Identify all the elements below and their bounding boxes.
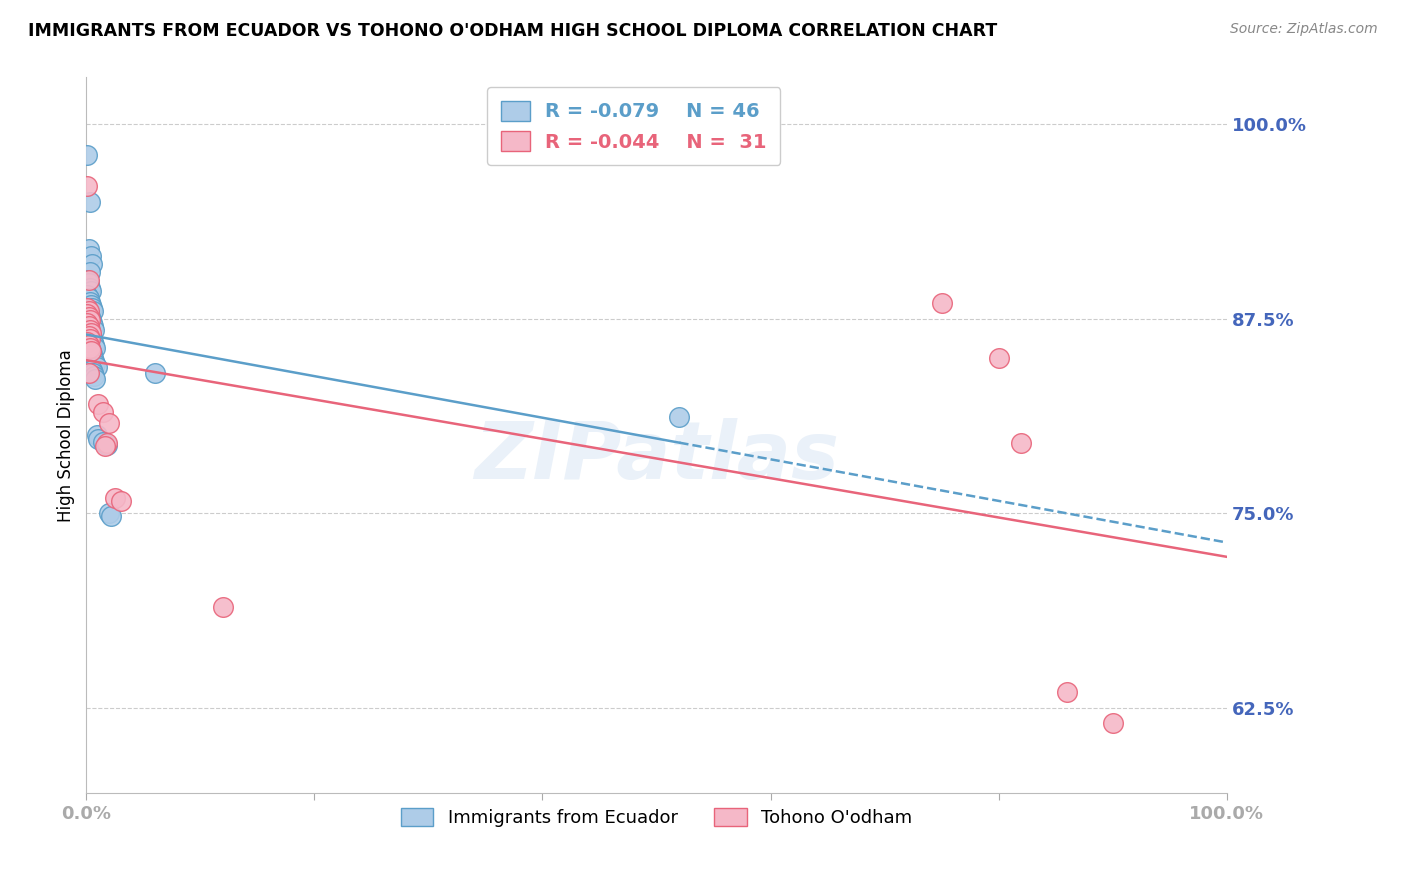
Point	[79, 341, 101, 355]
Point	[86, 432, 108, 446]
Point	[100, 509, 122, 524]
Text: Source: ZipAtlas.com: Source: ZipAtlas.com	[1230, 22, 1378, 37]
Point	[83, 353, 105, 368]
Point	[77, 276, 100, 290]
Point	[76, 148, 98, 162]
Point	[82, 334, 104, 349]
Point	[80, 257, 103, 271]
Point	[93, 434, 115, 449]
Point	[80, 347, 103, 361]
Point	[98, 506, 121, 520]
Point	[77, 273, 100, 287]
Point	[79, 194, 101, 209]
Point	[79, 310, 101, 325]
Point	[80, 326, 103, 340]
Point	[82, 351, 104, 365]
Point	[76, 334, 98, 349]
Point	[1056, 685, 1078, 699]
Point	[93, 439, 115, 453]
Point	[77, 366, 100, 380]
Text: ZIPatlas: ZIPatlas	[474, 417, 839, 496]
Point	[86, 397, 108, 411]
Point	[80, 328, 103, 343]
Point	[82, 319, 104, 334]
Point	[80, 284, 103, 298]
Point	[86, 359, 108, 374]
Point	[93, 405, 115, 419]
Point	[83, 369, 105, 384]
Point	[79, 294, 101, 309]
Point	[77, 304, 100, 318]
Point	[83, 322, 105, 336]
Point	[82, 366, 104, 380]
Point	[80, 344, 103, 359]
Point	[79, 326, 101, 340]
Point	[1101, 716, 1123, 731]
Point	[104, 491, 127, 505]
Point	[931, 296, 953, 310]
Point	[76, 179, 98, 194]
Point	[82, 304, 104, 318]
Point	[79, 332, 101, 346]
Point	[110, 493, 132, 508]
Point	[79, 280, 101, 294]
Point	[96, 436, 118, 450]
Point	[80, 316, 103, 330]
Point	[1011, 436, 1033, 450]
Point	[83, 338, 105, 352]
Point	[212, 599, 235, 614]
Point	[77, 310, 100, 325]
Legend: Immigrants from Ecuador, Tohono O'odham: Immigrants from Ecuador, Tohono O'odham	[394, 801, 920, 834]
Point	[98, 416, 121, 430]
Point	[80, 249, 103, 263]
Y-axis label: High School Diploma: High School Diploma	[58, 349, 75, 522]
Point	[987, 351, 1010, 365]
Point	[76, 316, 98, 330]
Point	[80, 313, 103, 327]
Point	[79, 313, 101, 327]
Point	[96, 438, 118, 452]
Point	[77, 338, 100, 352]
Point	[668, 409, 690, 424]
Point	[80, 332, 103, 346]
Point	[143, 366, 166, 380]
Point	[76, 288, 98, 302]
Point	[84, 372, 107, 386]
Point	[76, 273, 98, 287]
Text: IMMIGRANTS FROM ECUADOR VS TOHONO O'ODHAM HIGH SCHOOL DIPLOMA CORRELATION CHART: IMMIGRANTS FROM ECUADOR VS TOHONO O'ODHA…	[28, 22, 997, 40]
Point	[79, 265, 101, 279]
Point	[80, 363, 103, 377]
Point	[77, 319, 100, 334]
Point	[77, 328, 100, 343]
Point	[77, 242, 100, 256]
Point	[80, 344, 103, 359]
Point	[84, 357, 107, 371]
Point	[86, 428, 108, 442]
Point	[80, 298, 103, 312]
Point	[77, 307, 100, 321]
Point	[76, 307, 98, 321]
Point	[79, 322, 101, 336]
Point	[84, 341, 107, 355]
Point	[77, 292, 100, 306]
Point	[76, 301, 98, 315]
Point	[80, 301, 103, 315]
